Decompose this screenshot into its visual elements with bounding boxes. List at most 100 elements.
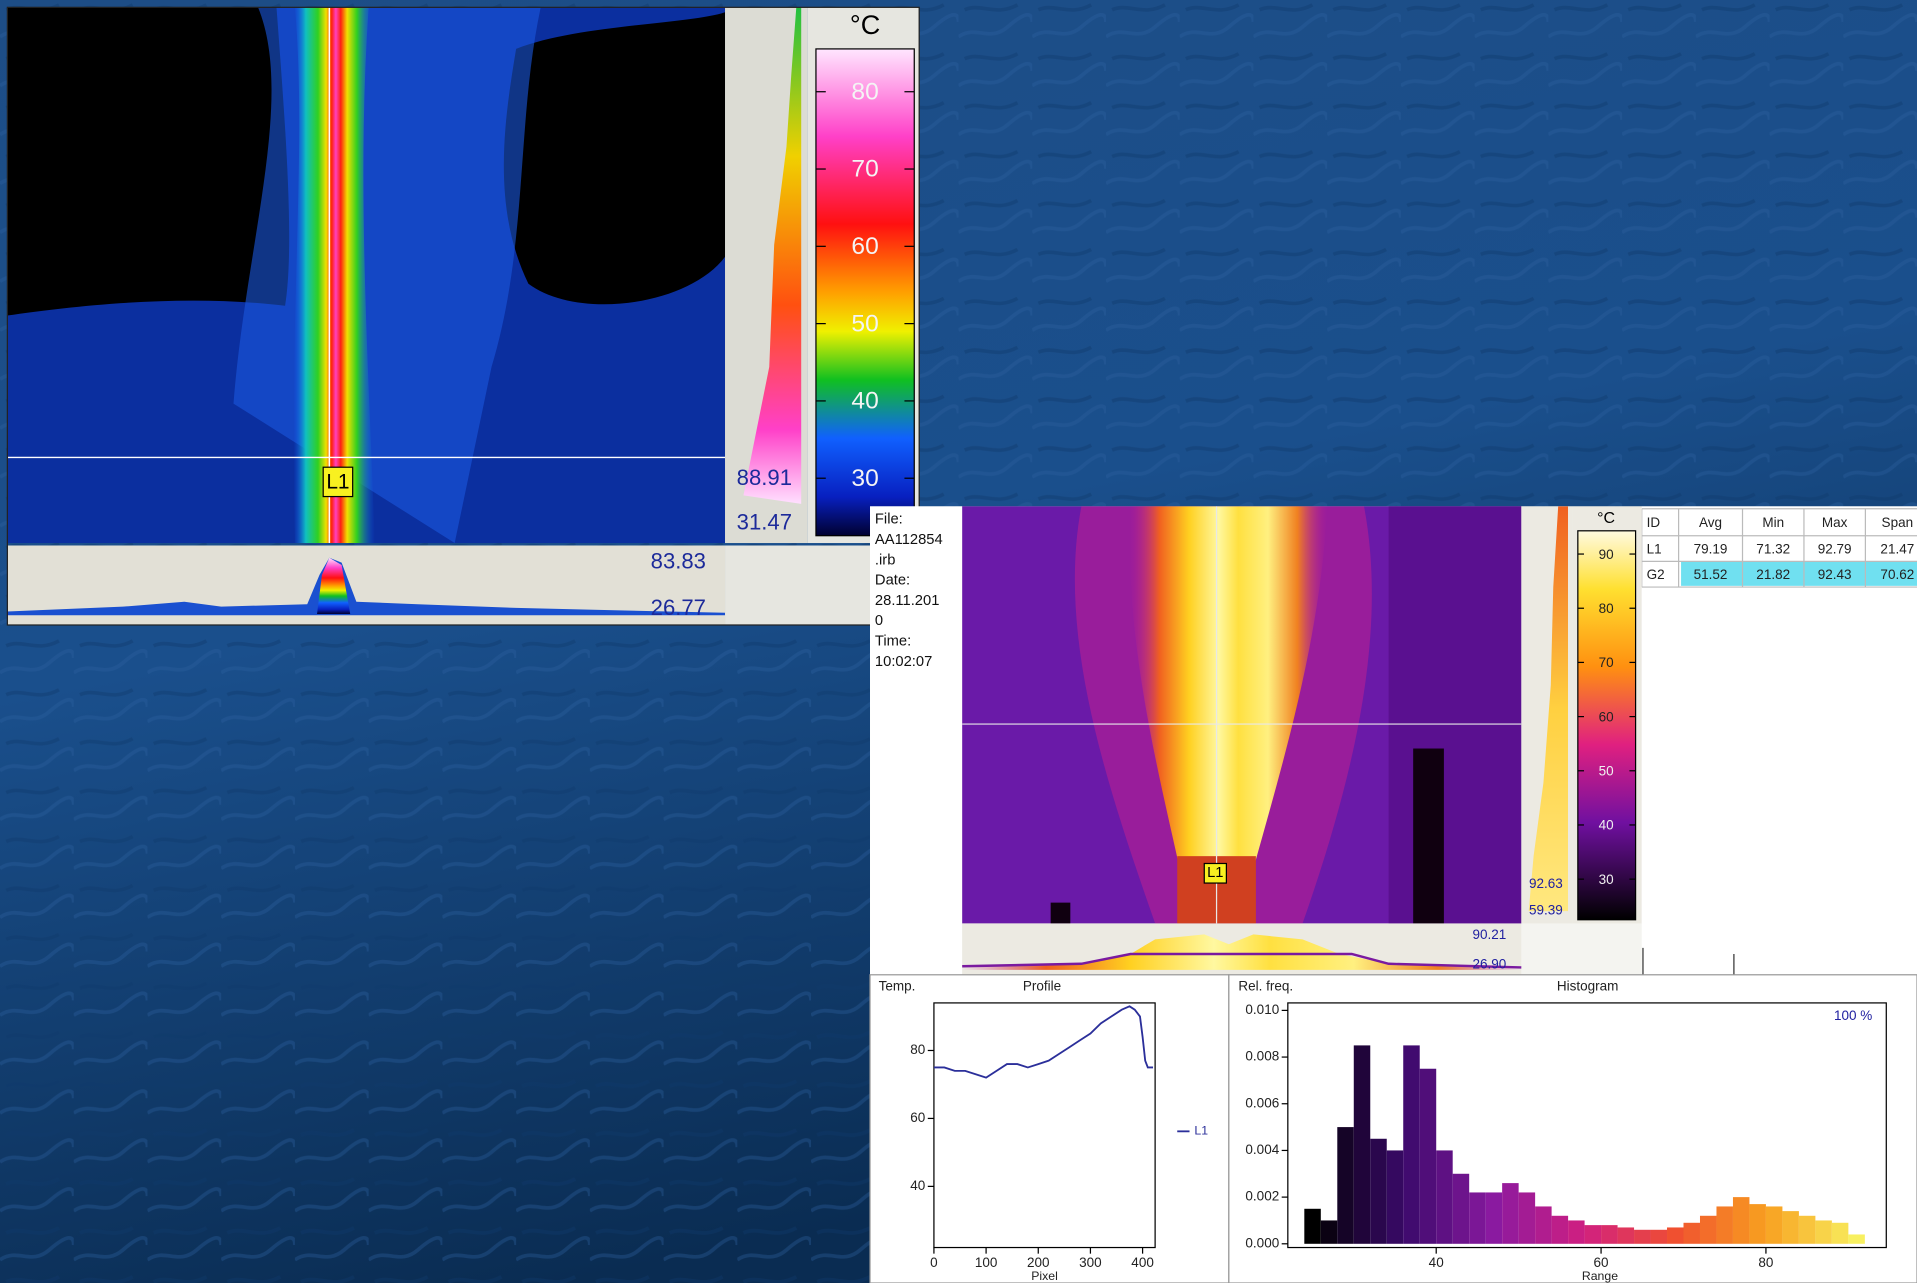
histogram-bar — [1321, 1220, 1337, 1243]
y-tick-label: 0.000 — [1245, 1235, 1279, 1250]
table-cell: 21.82 — [1756, 567, 1790, 582]
info-line: 0 — [875, 613, 883, 629]
histogram-bar — [1370, 1139, 1386, 1244]
colorbar-tick-label: 50 — [1599, 764, 1614, 779]
screenshot: L1 88.91 31.47 °C 80 70 60 50 40 30 83.83 26.… — [0, 0, 1917, 1283]
colorbar-tick-label: 70 — [851, 156, 878, 183]
colorbar-tick-label: 50 — [851, 310, 878, 337]
min-value: 26.77 — [651, 595, 706, 620]
colorbar-tick-label: 60 — [851, 233, 878, 260]
chart-title: Profile — [1023, 979, 1061, 994]
x-tick-label: 60 — [1594, 1255, 1609, 1270]
histogram-bar — [1502, 1183, 1518, 1244]
table-cell: 79.19 — [1694, 541, 1728, 556]
histogram-bar — [1601, 1225, 1617, 1244]
colorbar-tick-label: 40 — [1599, 818, 1614, 833]
table-cell: 70.62 — [1880, 567, 1914, 582]
histogram-bar — [1683, 1223, 1699, 1244]
axis-label: Range — [1582, 1269, 1618, 1283]
colorbar-tick-label: 70 — [1599, 655, 1614, 670]
histogram-bar — [1403, 1045, 1419, 1243]
right-window: File:AA112854.irbDate:28.11.2010Time:10:… — [870, 506, 1917, 1283]
colorbar-tick-label: 40 — [851, 388, 878, 415]
table-cell: 92.43 — [1818, 567, 1852, 582]
info-line: .irb — [875, 552, 895, 568]
histogram-bar — [1799, 1216, 1815, 1244]
colorbar-tick-label: 80 — [851, 78, 878, 105]
histogram-bar — [1667, 1227, 1683, 1243]
info-line: AA112854 — [875, 532, 943, 548]
histogram-bar — [1304, 1209, 1320, 1244]
histogram-bar — [1651, 1230, 1667, 1244]
histogram-bar — [1634, 1230, 1650, 1244]
colorbar-tick-label: 30 — [1599, 872, 1614, 887]
table-header: Span — [1882, 515, 1914, 530]
min-value: 26.90 — [1472, 957, 1506, 972]
table-cell: 51.52 — [1694, 567, 1728, 582]
table-cell: 92.79 — [1818, 541, 1852, 556]
image-dark-area — [504, 12, 725, 304]
x-tick-label: 200 — [1027, 1255, 1050, 1270]
table-header: ID — [1647, 515, 1661, 530]
table-header: Avg — [1699, 515, 1722, 530]
max-value: 83.83 — [651, 548, 706, 573]
table-cell: 71.32 — [1756, 541, 1790, 556]
histogram-bar — [1618, 1227, 1634, 1243]
histogram-bar — [1832, 1223, 1848, 1244]
histogram-bar — [1486, 1192, 1502, 1243]
info-line: Date: — [875, 573, 910, 589]
chart-title: Histogram — [1557, 979, 1619, 994]
x-tick-label: 100 — [975, 1255, 998, 1270]
histogram-bar — [1782, 1211, 1798, 1244]
colorbar — [816, 49, 914, 536]
histogram-bar — [1733, 1197, 1749, 1244]
page: L1 88.91 31.47 °C 80 70 60 50 40 30 83.83 26.… — [0, 0, 1917, 1283]
y-tick-label: 0.002 — [1245, 1189, 1279, 1204]
y-tick-label: 40 — [910, 1178, 925, 1193]
marker-label: L1 — [326, 471, 349, 494]
histogram-bar — [1815, 1220, 1831, 1243]
table-cell: 21.47 — [1880, 541, 1914, 556]
image-dark-area — [7, 7, 289, 315]
image-region — [1389, 506, 1522, 923]
colorbar — [1578, 531, 1636, 920]
colorbar-unit: °C — [1597, 510, 1615, 527]
axis-label: Rel. freq. — [1238, 979, 1293, 994]
histogram-bar — [1700, 1216, 1716, 1244]
histogram-bar — [1469, 1192, 1485, 1243]
charts: Temp. Profile Pixel 40 60 80 0 100 200 300 400 L1 Re… — [879, 979, 1887, 1283]
min-value: 31.47 — [737, 509, 792, 534]
table-cell: G2 — [1647, 567, 1665, 582]
x-tick-label: 300 — [1079, 1255, 1102, 1270]
histogram-bar — [1387, 1150, 1403, 1243]
histogram-bar — [1848, 1234, 1864, 1243]
histogram-bar — [1519, 1192, 1535, 1243]
colorbar-tick-label: 90 — [1599, 547, 1614, 562]
x-tick-label: 0 — [930, 1255, 938, 1270]
histogram-bar — [1436, 1150, 1452, 1243]
histogram-bar — [1716, 1206, 1732, 1243]
histogram-bar — [1420, 1069, 1436, 1244]
legend-label: L1 — [1194, 1124, 1208, 1138]
x-tick-label: 80 — [1758, 1255, 1773, 1270]
plume — [294, 7, 375, 543]
marker-label: L1 — [1207, 865, 1223, 881]
x-tick-label: 40 — [1429, 1255, 1444, 1270]
annotation: 100 % — [1834, 1008, 1872, 1023]
info-line: Time: — [875, 634, 911, 650]
histogram-bar — [1535, 1206, 1551, 1243]
max-value: 90.21 — [1472, 927, 1506, 942]
histogram-bar — [1568, 1220, 1584, 1243]
plot-area — [934, 1003, 1155, 1248]
info-line: 10:02:07 — [875, 654, 932, 670]
axis-label: Temp. — [879, 979, 916, 994]
max-value: 88.91 — [737, 465, 792, 490]
histogram-bar — [1585, 1225, 1601, 1244]
y-tick-label: 0.008 — [1245, 1049, 1279, 1064]
axis-label: Pixel — [1031, 1269, 1058, 1283]
y-tick-label: 60 — [910, 1110, 925, 1125]
table-header: Min — [1762, 515, 1784, 530]
table-cell: L1 — [1647, 541, 1662, 556]
x-tick-label: 400 — [1131, 1255, 1154, 1270]
